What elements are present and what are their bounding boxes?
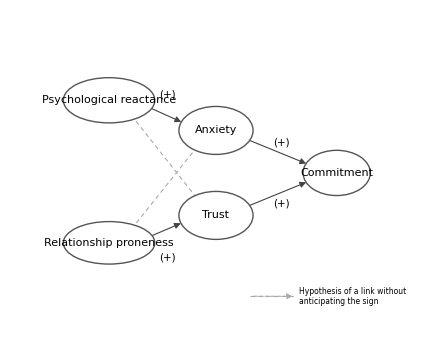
Text: (+): (+)	[273, 138, 290, 148]
Text: Trust: Trust	[202, 210, 230, 220]
Text: Anxiety: Anxiety	[195, 125, 237, 135]
Ellipse shape	[179, 192, 253, 239]
Text: Relationship proneness: Relationship proneness	[44, 238, 174, 248]
Text: (+): (+)	[273, 198, 290, 208]
Ellipse shape	[179, 106, 253, 155]
Text: Psychological reactance: Psychological reactance	[42, 95, 176, 105]
Text: (+): (+)	[159, 253, 176, 263]
Ellipse shape	[63, 221, 155, 264]
Text: Hypothesis of a link without
anticipating the sign: Hypothesis of a link without anticipatin…	[299, 287, 406, 306]
Ellipse shape	[63, 78, 155, 123]
Ellipse shape	[303, 150, 370, 195]
Text: Commitment: Commitment	[300, 168, 373, 178]
Text: (+): (+)	[159, 90, 176, 100]
